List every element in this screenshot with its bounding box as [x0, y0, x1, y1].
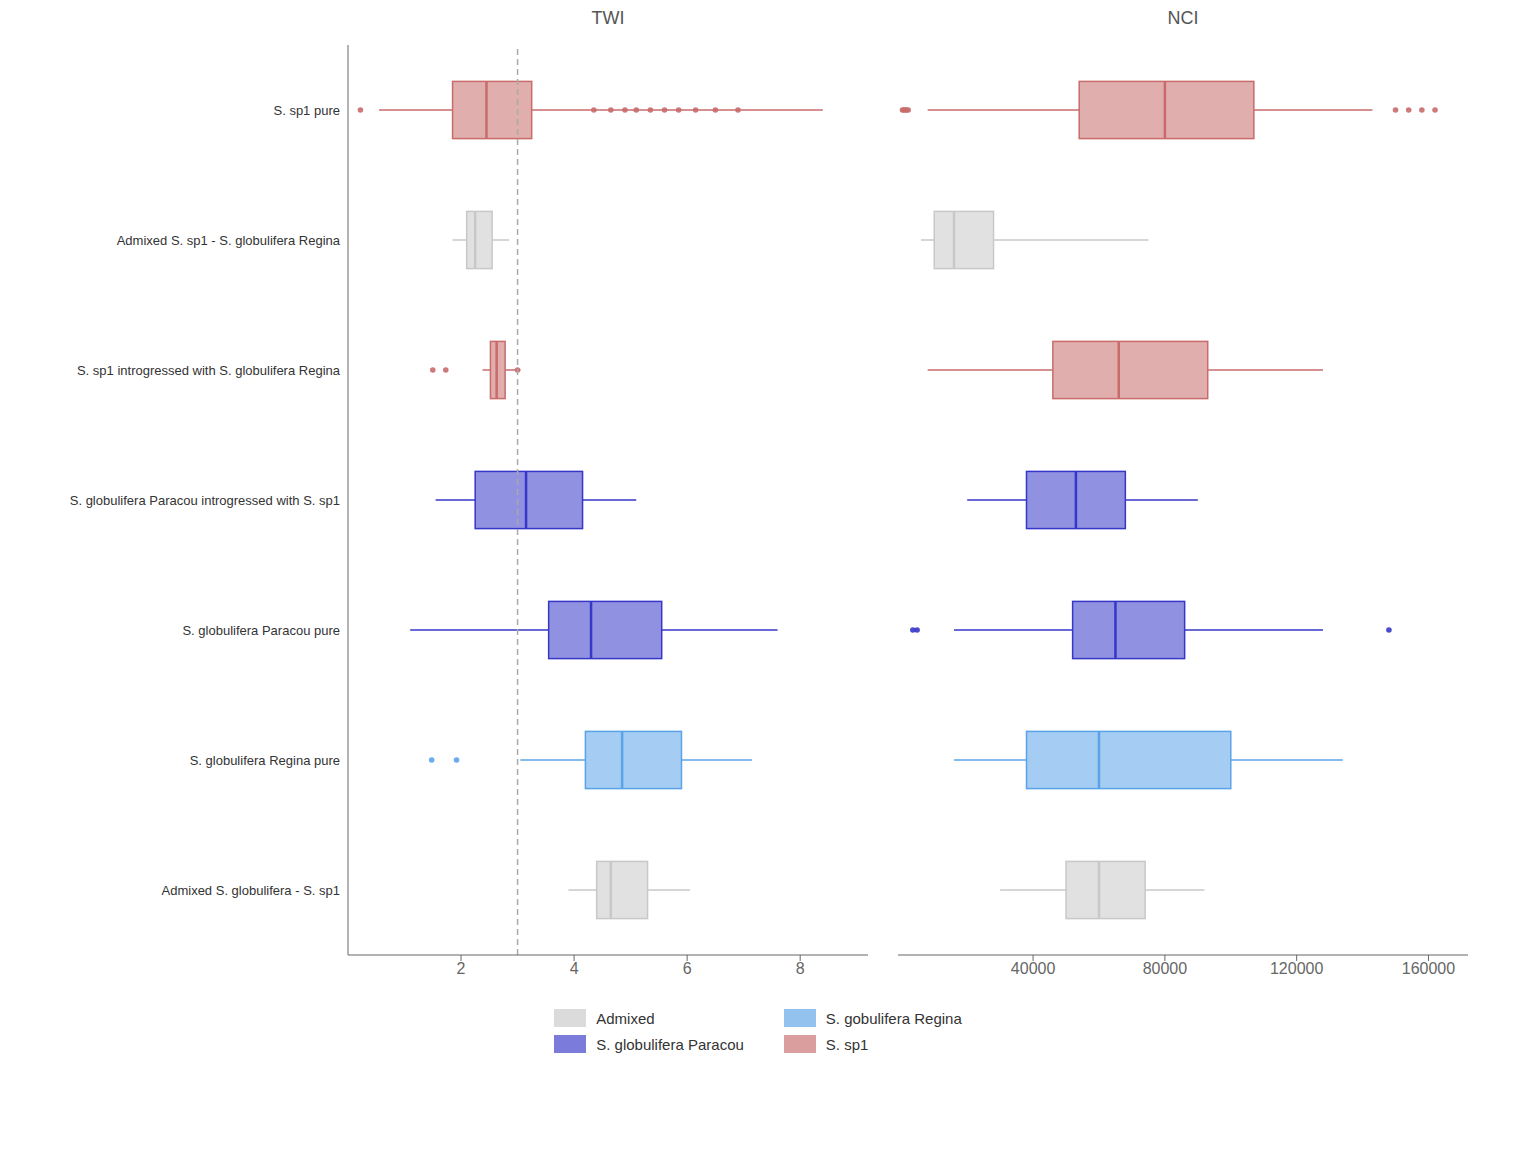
html-text:TWI: TWI [591, 8, 625, 28]
html-text:S. sp1: S. sp1 [825, 1035, 869, 1053]
svg-text:4: 4 [570, 960, 579, 977]
svg-text:S. sp1 introgressed with S. gl: S. sp1 introgressed with S. globulifera … [77, 363, 341, 378]
html-text:Admixed: Admixed [596, 1009, 655, 1027]
html-text:NCI: NCI [1167, 8, 1199, 28]
svg-text:S. sp1 pure: S. sp1 pure [274, 103, 341, 118]
svg-text:8: 8 [796, 960, 805, 977]
svg-text:40000: 40000 [1011, 960, 1056, 977]
svg-text:6: 6 [683, 960, 692, 977]
svg-text:120000: 120000 [1270, 960, 1323, 977]
svg-text:2: 2 [457, 960, 466, 977]
html-text:S. gobulifera Regina: S. gobulifera Regina [825, 1009, 962, 1027]
svg-text:160000: 160000 [1402, 960, 1455, 977]
svg-text:80000: 80000 [1143, 960, 1188, 977]
svg-text:S. globulifera Paracou introgr: S. globulifera Paracou introgressed with… [70, 493, 340, 508]
svg-text:Admixed S. globulifera - S. sp: Admixed S. globulifera - S. sp1 [162, 883, 340, 898]
svg-text:Admixed S. sp1 - S. globulifer: Admixed S. sp1 - S. globulifera Regina [117, 233, 341, 248]
svg-text:S. globulifera Regina pure: S. globulifera Regina pure [190, 753, 340, 768]
svg-text:S. globulifera Paracou pure: S. globulifera Paracou pure [182, 623, 340, 638]
html-text:S. globulifera Paracou: S. globulifera Paracou [596, 1035, 744, 1053]
